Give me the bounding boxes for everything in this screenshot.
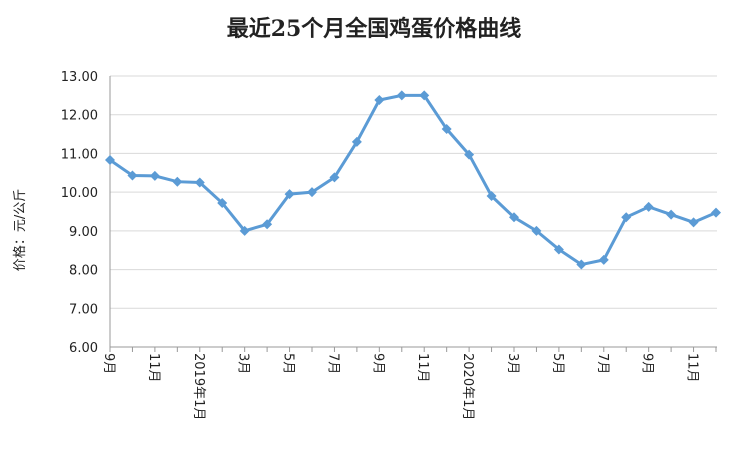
point-marker [598,254,609,265]
y-axis-label: 价格：元/公斤 [12,189,28,271]
point-marker [621,212,632,223]
point-marker [396,90,407,101]
point-marker [262,219,273,230]
y-tick-label: 10.00 [61,186,98,201]
point-marker [576,259,587,270]
x-tick-label: 11月 [685,353,700,383]
y-tick-label: 11.00 [61,147,98,162]
point-marker [329,172,340,183]
point-marker [351,136,362,147]
point-marker [374,95,385,106]
x-tick-label: 2020年1月 [460,353,475,420]
point-marker [464,149,475,160]
point-marker [666,209,677,220]
x-tick-label: 2019年1月 [191,353,206,420]
line-series [109,93,717,267]
point-marker [688,217,699,228]
point-marker [194,177,205,188]
x-tick-label: 9月 [101,353,116,374]
x-tick-label: 3月 [236,353,251,374]
x-tick-label: 9月 [370,353,385,374]
chart-title: 最近25个月全国鸡蛋价格曲线 [227,16,522,42]
point-marker [172,176,183,187]
point-marker [531,225,542,236]
point-marker [284,189,295,200]
point-marker [419,90,430,101]
x-tick-label: 9月 [640,353,655,374]
point-marker [239,225,250,236]
point-marker [105,155,115,166]
point-marker [509,212,519,223]
x-tick-label: 11月 [146,353,161,383]
x-tick-label: 5月 [281,353,296,374]
point-marker [643,201,654,212]
x-tick-label: 7月 [595,353,610,374]
x-tick-label: 7月 [325,353,340,374]
x-tick-label: 11月 [415,353,430,383]
point-marker [217,197,228,208]
y-tick-label: 8.00 [69,264,98,279]
y-tick-label: 9.00 [69,225,98,240]
x-tick-label: 3月 [505,353,520,374]
point-marker [711,207,721,218]
y-tick-label: 6.00 [69,341,98,356]
point-marker [553,244,564,255]
x-tick-label: 5月 [550,353,565,374]
y-tick-label: 7.00 [69,302,98,317]
y-tick-label: 12.00 [61,109,98,124]
point-marker [486,191,497,202]
point-marker [307,187,317,198]
y-tick-label: 13.00 [61,70,98,85]
point-marker [149,170,160,181]
point-marker [127,170,138,181]
point-marker [441,124,452,135]
